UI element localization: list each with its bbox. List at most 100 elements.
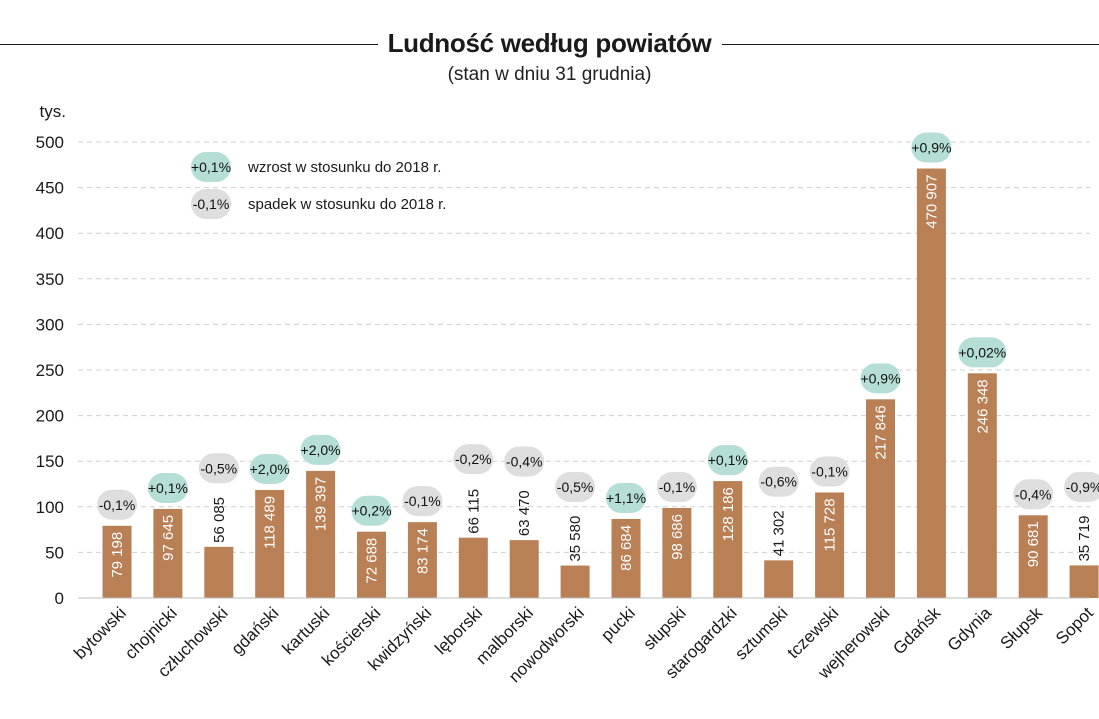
- bar-value-label: 56 085: [211, 497, 228, 543]
- bar: [713, 481, 743, 598]
- title-rule-right: [722, 44, 1099, 45]
- change-badge-text: +2,0%: [301, 442, 341, 458]
- x-tick-label: słupski: [640, 603, 690, 653]
- bar-group: 66 115-0,2%lęborski: [431, 444, 494, 658]
- change-badge-text: -0,9%: [1066, 479, 1099, 495]
- change-badge-text: -0,1%: [99, 497, 136, 513]
- bar: [306, 470, 336, 598]
- bar: [255, 489, 285, 598]
- x-tick-label: pucki: [597, 603, 638, 644]
- y-tick-label: 100: [36, 498, 64, 517]
- decrease-badge: [97, 489, 137, 520]
- bar-value-label: 41 302: [771, 510, 788, 556]
- y-tick-label: 0: [55, 589, 64, 608]
- x-tick-label: sztumski: [731, 603, 791, 663]
- bar-group: 86 684 +1,1% pucki: [597, 482, 646, 645]
- increase-badge: [351, 495, 392, 526]
- chart-subtitle: (stan w dniu 31 grudnia): [447, 64, 652, 85]
- bar-value-label: 83 174: [414, 528, 431, 574]
- x-tick-label: Gdynia: [944, 603, 996, 655]
- bar-value-label: 118 489: [262, 496, 279, 549]
- change-badge-text: +0,1%: [148, 480, 188, 496]
- decrease-badge: [758, 466, 799, 497]
- y-tick-label: 500: [36, 133, 64, 152]
- bar-group: 115 728-0,1%tczewski: [784, 456, 850, 662]
- bar: [611, 518, 641, 598]
- bar: [1069, 565, 1099, 598]
- bar-value-label: 97 645: [160, 515, 177, 561]
- change-badge-text: -0,4%: [1015, 486, 1052, 502]
- bar-group: 35 719 -0,9% Sopot: [1052, 471, 1099, 648]
- increase-badge: [707, 445, 748, 476]
- increase-badge: [606, 482, 646, 513]
- bar-value-label: 246 348: [974, 379, 991, 433]
- y-tick-label: 300: [36, 315, 64, 334]
- bar: [458, 537, 488, 598]
- bar-group: 118 489 +2,0% gdański: [228, 453, 290, 658]
- legend-badge: [191, 189, 231, 219]
- bar-value-label: 98 686: [669, 514, 686, 560]
- y-tick-label: 200: [36, 407, 64, 426]
- bar: [407, 522, 437, 598]
- bar: [1018, 515, 1048, 598]
- x-tick-label: bytowski: [70, 603, 130, 663]
- increase-badge: [860, 363, 901, 394]
- y-tick-label: 400: [36, 224, 64, 243]
- bar-group: 79 198 -0,1% bytowski: [70, 489, 137, 663]
- bar-group: 90 681 -0,4% Słupsk: [997, 479, 1054, 653]
- increase-badge: [300, 434, 341, 465]
- y-tick-label: 150: [36, 452, 64, 471]
- legend-label: spadek w stosunku do 2018 r.: [248, 196, 446, 213]
- title-rule-left: [0, 44, 378, 45]
- decrease-badge: [198, 453, 239, 484]
- decrease-badge: [809, 456, 850, 487]
- legend-item: -0,1% spadek w stosunku do 2018 r.: [191, 189, 446, 219]
- bar: [357, 531, 386, 598]
- bar-value-label: 217 846: [873, 405, 890, 459]
- bar-value-label: 115 728: [822, 498, 839, 551]
- bar: [866, 399, 895, 598]
- x-tick-label: gdański: [228, 603, 283, 658]
- bar-value-label: 139 397: [313, 477, 330, 531]
- y-tick-label: 350: [36, 270, 64, 289]
- y-tick-label: 250: [36, 361, 64, 380]
- legend-item: +0,1% wzrost w stosunku do 2018 r.: [191, 152, 441, 182]
- bar: [815, 492, 845, 598]
- legend-badge-text: +0,1%: [191, 159, 231, 175]
- bar: [509, 540, 539, 598]
- bar-group: 246 348 +0,02% Gdynia: [944, 337, 1007, 655]
- bar: [560, 565, 590, 598]
- change-badge-text: +1,1%: [606, 490, 646, 506]
- decrease-badge: [402, 486, 443, 517]
- bar: [662, 507, 692, 598]
- bar-group: 470 907 +0,9% Gdańsk: [889, 132, 951, 658]
- bar: [153, 508, 183, 598]
- bar-group: 139 397+2,0%kartuski: [279, 434, 341, 658]
- decrease-badge: [555, 471, 596, 502]
- change-badge-text: -0,1%: [404, 493, 441, 509]
- x-tick-label: Słupsk: [997, 603, 1047, 653]
- bar-value-label: 90 681: [1025, 521, 1042, 567]
- bar-value-label: 79 198: [109, 532, 126, 578]
- change-badge-text: -0,4%: [506, 454, 543, 470]
- y-axis-unit-label: tys.: [40, 102, 66, 121]
- change-badge-text: -0,5%: [201, 460, 238, 476]
- change-badge-text: +0,2%: [351, 503, 391, 519]
- change-badge-text: -0,1%: [659, 479, 696, 495]
- bar-value-label: 128 186: [720, 487, 737, 541]
- bar: [204, 546, 234, 598]
- increase-badge: [147, 472, 188, 503]
- change-badge-text: +0,9%: [860, 370, 900, 386]
- bar-value-label: 63 470: [516, 490, 533, 536]
- bar: [102, 525, 132, 598]
- legend-badge-text: -0,1%: [193, 196, 230, 212]
- bar-value-label: 470 907: [923, 175, 940, 229]
- chart-title: Ludność według powiatów: [387, 28, 712, 58]
- y-tick-label: 450: [36, 179, 64, 198]
- legend-badge: [191, 152, 231, 182]
- change-badge-text: +0,02%: [958, 344, 1006, 360]
- decrease-badge: [1013, 479, 1054, 510]
- bar: [764, 560, 794, 598]
- bar-group: 98 686 -0,1% słupski: [640, 471, 697, 654]
